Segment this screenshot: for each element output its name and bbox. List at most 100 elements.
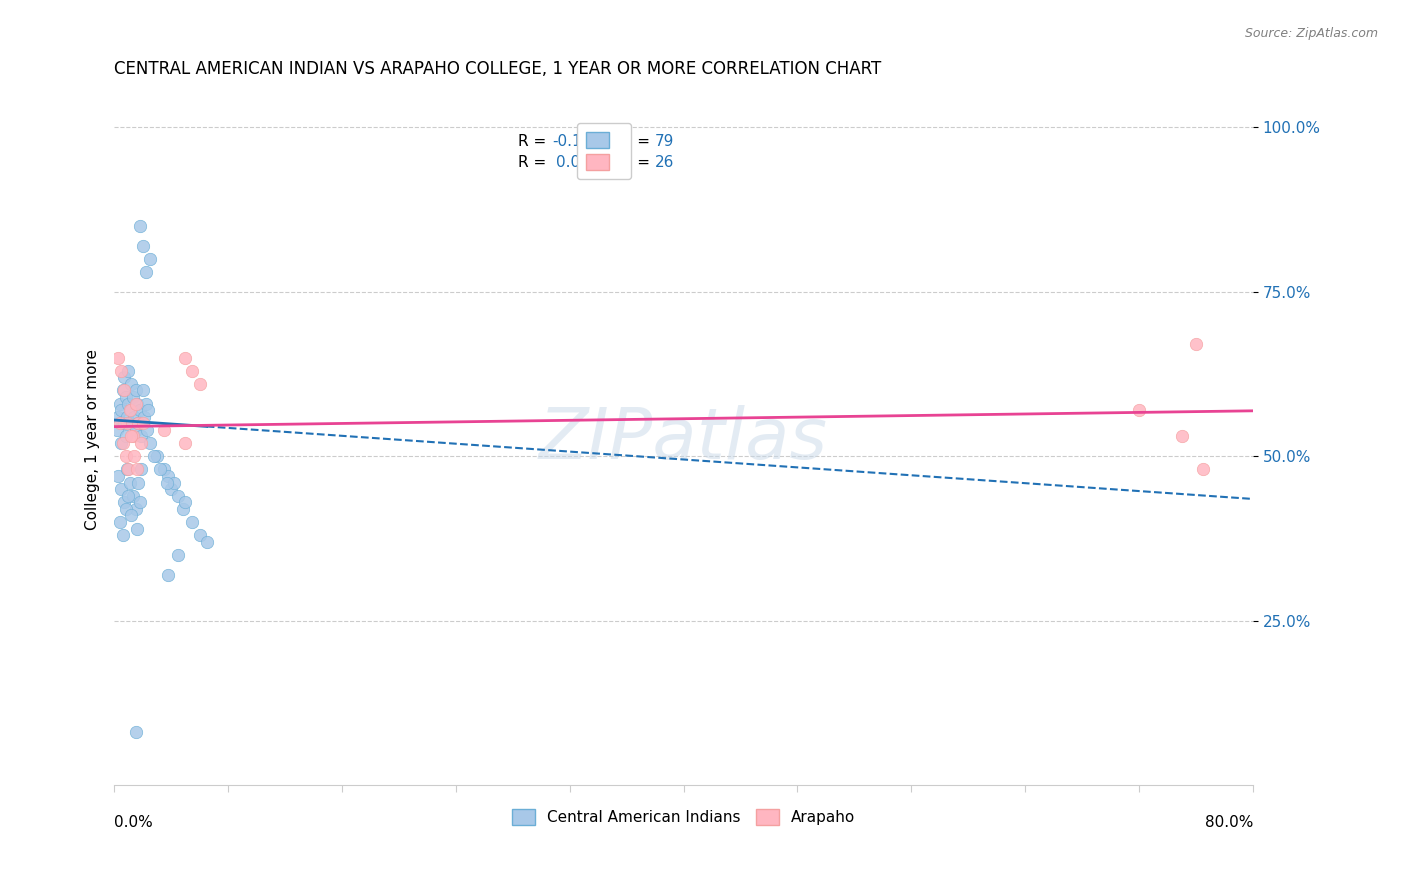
Central American Indians	[131, 238, 153, 252]
Central American Indians	[167, 548, 190, 562]
Central American Indians	[118, 417, 141, 431]
Central American Indians	[132, 409, 155, 424]
Central American Indians	[115, 462, 138, 476]
Central American Indians	[153, 462, 176, 476]
Central American Indians	[127, 475, 149, 490]
Central American Indians	[107, 469, 129, 483]
Text: 0.027: 0.027	[555, 155, 599, 170]
Y-axis label: College, 1 year or more: College, 1 year or more	[86, 350, 100, 530]
Central American Indians	[125, 396, 148, 410]
Arapaho	[188, 376, 211, 391]
Central American Indians	[108, 396, 131, 410]
Central American Indians	[124, 384, 146, 398]
Central American Indians	[124, 501, 146, 516]
Central American Indians	[195, 534, 218, 549]
Central American Indians	[115, 409, 138, 424]
Central American Indians	[188, 528, 211, 542]
Text: R =: R =	[519, 155, 551, 170]
Central American Indians	[134, 265, 156, 279]
Text: 80.0%: 80.0%	[1205, 814, 1253, 830]
Central American Indians	[125, 522, 148, 536]
Central American Indians	[174, 495, 197, 509]
Arapaho	[121, 429, 143, 443]
Arapaho	[114, 449, 136, 463]
Text: 79: 79	[655, 134, 675, 149]
Central American Indians	[117, 396, 139, 410]
Arapaho	[1171, 429, 1194, 443]
Central American Indians	[124, 423, 146, 437]
Arapaho	[174, 351, 197, 365]
Central American Indians	[156, 475, 179, 490]
Arapaho	[107, 351, 129, 365]
Arapaho	[125, 462, 148, 476]
Central American Indians	[143, 449, 166, 463]
Central American Indians	[120, 376, 142, 391]
Central American Indians	[129, 429, 152, 443]
Arapaho	[153, 423, 176, 437]
Arapaho	[122, 449, 145, 463]
Central American Indians	[163, 475, 186, 490]
Arapaho	[111, 436, 134, 450]
Central American Indians	[114, 501, 136, 516]
Arapaho	[110, 364, 132, 378]
Arapaho	[117, 462, 139, 476]
Central American Indians	[128, 495, 150, 509]
Arapaho	[131, 417, 153, 431]
Arapaho	[129, 436, 152, 450]
Central American Indians	[129, 462, 152, 476]
Central American Indians	[127, 417, 149, 431]
Central American Indians	[110, 403, 132, 417]
Central American Indians	[108, 515, 131, 529]
Central American Indians	[112, 370, 135, 384]
Arapaho	[115, 417, 138, 431]
Arapaho	[120, 429, 142, 443]
Central American Indians	[107, 409, 129, 424]
Arapaho	[112, 384, 135, 398]
Central American Indians	[124, 725, 146, 739]
Central American Indians	[110, 482, 132, 496]
Central American Indians	[139, 436, 162, 450]
Arapaho	[127, 417, 149, 431]
Central American Indians	[172, 501, 194, 516]
Central American Indians	[112, 417, 135, 431]
Central American Indians	[139, 252, 162, 266]
Arapaho	[1185, 337, 1208, 351]
Central American Indians	[114, 429, 136, 443]
Text: N =: N =	[621, 155, 655, 170]
Central American Indians	[118, 475, 141, 490]
Arapaho	[118, 403, 141, 417]
Central American Indians	[117, 489, 139, 503]
Central American Indians	[128, 403, 150, 417]
Central American Indians	[167, 489, 190, 503]
Central American Indians	[131, 384, 153, 398]
Central American Indians	[120, 403, 142, 417]
Text: R =: R =	[519, 134, 551, 149]
Central American Indians	[149, 462, 172, 476]
Text: Source: ZipAtlas.com: Source: ZipAtlas.com	[1244, 27, 1378, 40]
Arapaho	[1192, 462, 1215, 476]
Central American Indians	[122, 409, 145, 424]
Arapaho	[1128, 403, 1150, 417]
Central American Indians	[157, 567, 180, 582]
Central American Indians	[121, 489, 143, 503]
Central American Indians	[121, 390, 143, 404]
Arapaho	[108, 417, 131, 431]
Central American Indians	[111, 384, 134, 398]
Central American Indians	[134, 396, 156, 410]
Arapaho	[181, 364, 204, 378]
Text: 0.0%: 0.0%	[114, 814, 153, 830]
Central American Indians	[117, 364, 139, 378]
Central American Indians	[160, 482, 183, 496]
Central American Indians	[120, 508, 142, 523]
Central American Indians	[111, 528, 134, 542]
Central American Indians	[105, 423, 128, 437]
Text: -0.125: -0.125	[553, 134, 602, 149]
Arapaho	[124, 396, 146, 410]
Arapaho	[174, 436, 197, 450]
Central American Indians	[114, 390, 136, 404]
Text: 26: 26	[655, 155, 675, 170]
Central American Indians	[128, 219, 150, 233]
Central American Indians	[110, 436, 132, 450]
Central American Indians	[181, 515, 204, 529]
Central American Indians	[136, 423, 159, 437]
